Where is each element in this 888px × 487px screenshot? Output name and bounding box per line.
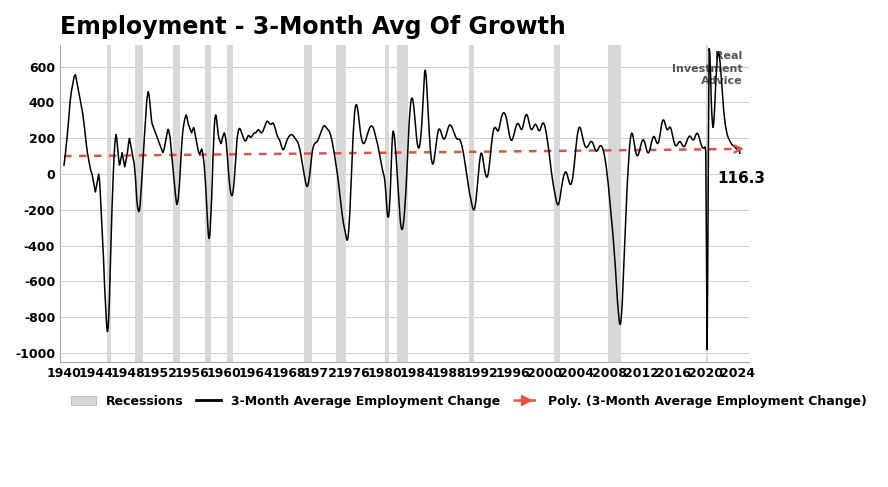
- Text: 116.3: 116.3: [718, 171, 765, 186]
- Bar: [608, 45, 621, 362]
- Bar: [107, 45, 111, 362]
- Bar: [385, 45, 389, 362]
- Bar: [173, 45, 180, 362]
- Bar: [397, 45, 408, 362]
- Bar: [205, 45, 210, 362]
- Bar: [135, 45, 143, 362]
- Bar: [304, 45, 312, 362]
- Text: Employment - 3-Month Avg Of Growth: Employment - 3-Month Avg Of Growth: [60, 15, 566, 39]
- Bar: [706, 45, 709, 362]
- Bar: [470, 45, 474, 362]
- Legend: Recessions, 3-Month Average Employment Change, Poly. (3-Month Average Employment: Recessions, 3-Month Average Employment C…: [67, 390, 872, 413]
- Bar: [554, 45, 560, 362]
- Text: Real
Investment
Advice: Real Investment Advice: [671, 52, 742, 86]
- Bar: [336, 45, 345, 362]
- Bar: [227, 45, 233, 362]
